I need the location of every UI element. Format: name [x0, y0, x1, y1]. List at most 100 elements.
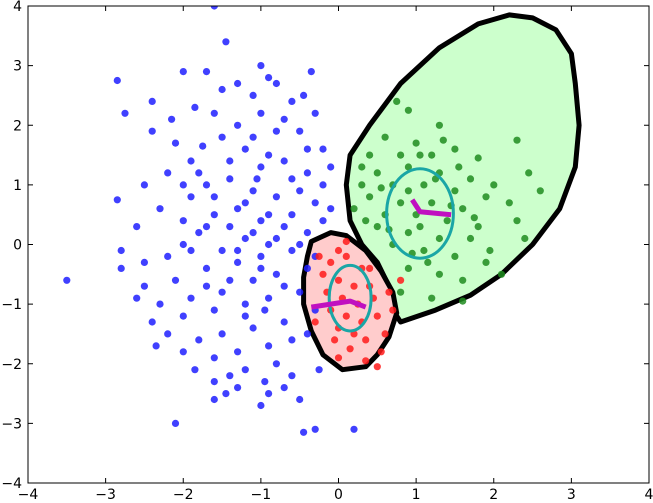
- blue-point: [156, 300, 164, 308]
- blue-point: [241, 199, 249, 207]
- red-point: [331, 336, 339, 344]
- green-point: [350, 205, 358, 213]
- x-tick-label: 2: [489, 487, 498, 503]
- red-point: [377, 348, 385, 356]
- blue-point: [296, 288, 304, 296]
- blue-point: [265, 294, 273, 302]
- blue-point: [265, 342, 273, 350]
- x-tick-label: 3: [567, 487, 576, 503]
- y-tick-label: 4: [13, 0, 22, 15]
- blue-point: [303, 145, 311, 153]
- blue-point: [257, 109, 265, 117]
- blue-point: [327, 163, 335, 171]
- red-point: [346, 345, 354, 353]
- blue-point: [272, 127, 280, 135]
- blue-point: [288, 336, 296, 344]
- blue-point: [257, 217, 265, 225]
- blue-point: [202, 282, 211, 290]
- green-point: [404, 163, 412, 171]
- red-point: [319, 270, 327, 278]
- blue-point: [179, 240, 187, 249]
- blue-point: [179, 348, 187, 356]
- blue-point: [140, 282, 148, 290]
- green-point: [513, 136, 521, 144]
- red-point: [397, 276, 405, 284]
- blue-point: [171, 139, 180, 147]
- blue-point: [265, 151, 273, 159]
- green-point: [397, 199, 405, 207]
- blue-point: [300, 428, 308, 436]
- green-point: [420, 246, 428, 255]
- blue-point: [249, 324, 257, 332]
- blue-point: [210, 6, 218, 10]
- blue-point: [164, 169, 172, 177]
- blue-point: [280, 318, 288, 326]
- blue-point: [280, 282, 288, 290]
- blue-point: [179, 68, 187, 76]
- blue-point: [249, 229, 257, 237]
- blue-point: [179, 181, 187, 189]
- blue-point: [152, 342, 160, 350]
- blue-point: [234, 384, 242, 392]
- mean-path-1: [310, 298, 367, 310]
- red-point: [381, 330, 389, 338]
- blue-point: [234, 121, 242, 129]
- y-tick-label: 2: [13, 118, 22, 134]
- green-point: [435, 234, 443, 243]
- blue-point: [265, 74, 273, 82]
- blue-point: [272, 79, 280, 88]
- blue-point: [257, 401, 265, 410]
- x-tick-label: −3: [95, 487, 116, 503]
- blue-point: [257, 62, 265, 70]
- blue-point: [311, 425, 319, 433]
- blue-point: [133, 294, 141, 302]
- red-point: [334, 276, 343, 284]
- blue-point: [249, 91, 257, 99]
- green-point: [525, 169, 533, 177]
- blue-point: [210, 211, 218, 219]
- decision-regions: [301, 12, 582, 373]
- blue-point: [179, 312, 187, 320]
- blue-point: [156, 205, 164, 213]
- blue-point: [241, 145, 249, 153]
- green-point: [373, 223, 381, 231]
- red-point: [311, 318, 319, 326]
- green-point: [435, 121, 443, 129]
- green-point: [428, 199, 436, 207]
- green-point: [366, 151, 374, 159]
- blue-point: [311, 199, 319, 207]
- blue-point: [202, 181, 211, 189]
- green-point: [474, 154, 482, 162]
- blue-point: [265, 240, 273, 249]
- blue-point: [249, 276, 257, 284]
- mean-paths: [310, 198, 452, 310]
- blue-point: [288, 372, 296, 380]
- green-point: [459, 297, 467, 305]
- blue-point: [210, 306, 218, 314]
- blue-point: [171, 276, 180, 284]
- green-point: [412, 139, 420, 147]
- blue-point: [168, 115, 176, 123]
- blue-point: [133, 223, 141, 231]
- red-point: [366, 264, 374, 272]
- blue-point: [218, 85, 226, 94]
- blue-point: [148, 97, 156, 105]
- blue-point: [187, 193, 195, 201]
- x-tick-label: −1: [251, 487, 272, 503]
- green-point: [451, 145, 459, 153]
- blue-point: [327, 205, 335, 213]
- blue-point: [121, 109, 129, 117]
- blue-point: [241, 312, 249, 320]
- red-point: [315, 252, 323, 260]
- green-point: [404, 106, 412, 114]
- red-point: [342, 237, 350, 246]
- blue-point: [272, 193, 280, 201]
- green-point: [470, 214, 478, 222]
- green-point: [358, 181, 366, 189]
- blue-point: [218, 330, 226, 338]
- blue-point: [195, 229, 203, 237]
- blue-point: [261, 378, 269, 386]
- blue-point: [307, 68, 315, 76]
- blue-point: [226, 175, 234, 183]
